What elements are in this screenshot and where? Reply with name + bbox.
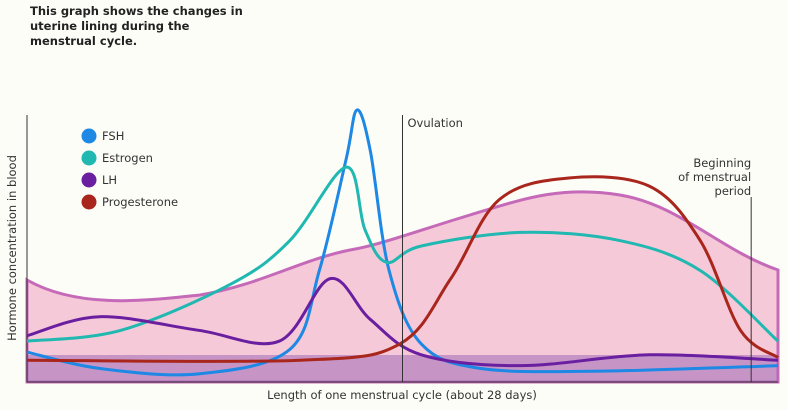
menstrual-period-label: Beginning bbox=[693, 156, 751, 170]
series-line-lh bbox=[26, 277, 779, 368]
y-axis-label: Hormone concentration in blood bbox=[5, 155, 19, 341]
chart-title: This graph shows the changes in uterine … bbox=[30, 4, 243, 48]
legend-swatch-estrogen bbox=[81, 150, 97, 166]
menstrual-period-label: of menstrual bbox=[678, 170, 751, 184]
legend-label-estrogen: Estrogen bbox=[102, 151, 153, 165]
series-line-estrogen bbox=[26, 165, 780, 343]
series-line-progesterone bbox=[26, 175, 779, 363]
legend-label-fsh: FSH bbox=[102, 129, 124, 143]
legend-label-lh: LH bbox=[102, 173, 117, 187]
legend-swatch-lh bbox=[81, 172, 97, 188]
ovulation-label: Ovulation bbox=[408, 116, 463, 130]
series-line-fsh bbox=[26, 108, 779, 377]
legend-swatch-progesterone bbox=[81, 194, 97, 210]
legend-swatch-fsh bbox=[81, 128, 97, 144]
menstrual-period-label: period bbox=[715, 184, 752, 198]
x-axis-label: Length of one menstrual cycle (about 28 … bbox=[267, 388, 537, 402]
legend-label-progesterone: Progesterone bbox=[102, 195, 178, 209]
